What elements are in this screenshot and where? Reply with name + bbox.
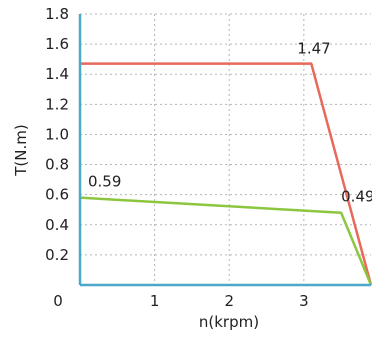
y-tick-label-1: 0.4 xyxy=(45,216,69,234)
y-axis-label: T(N.m) xyxy=(12,124,30,176)
y-tick-label-0: 0.2 xyxy=(45,246,69,264)
y-tick-label-6: 1.4 xyxy=(45,65,69,83)
y-tick-label-5: 1.2 xyxy=(45,95,69,113)
series-line-0 xyxy=(80,62,372,286)
data-label-0: 1.47 xyxy=(297,40,330,58)
data-label-1: 0.59 xyxy=(88,173,121,191)
tick-labels: 0.2 0.4 0.6 0.8 1.0 1.2 1.4 1.6 1.8 1 2 3 xyxy=(45,5,308,310)
y-tick-label-3: 0.8 xyxy=(45,156,69,174)
origin-label: 0 xyxy=(53,292,63,310)
series-layer xyxy=(79,62,372,286)
x-tick-label-2: 3 xyxy=(299,292,309,310)
annotations: 1.47 0.59 0.49 xyxy=(88,40,372,206)
y-tick-label-8: 1.8 xyxy=(45,5,69,23)
x-tick-label-0: 1 xyxy=(150,292,160,310)
y-tick-label-7: 1.6 xyxy=(45,35,69,53)
y-tick-label-2: 0.6 xyxy=(45,186,69,204)
data-label-2: 0.49 xyxy=(341,188,372,206)
y-tick-label-4: 1.0 xyxy=(45,125,69,143)
grid xyxy=(80,13,371,285)
axes xyxy=(78,14,371,287)
x-tick-label-1: 2 xyxy=(224,292,234,310)
x-axis-label: n(krpm) xyxy=(199,313,259,331)
series-line-1 xyxy=(79,196,372,286)
